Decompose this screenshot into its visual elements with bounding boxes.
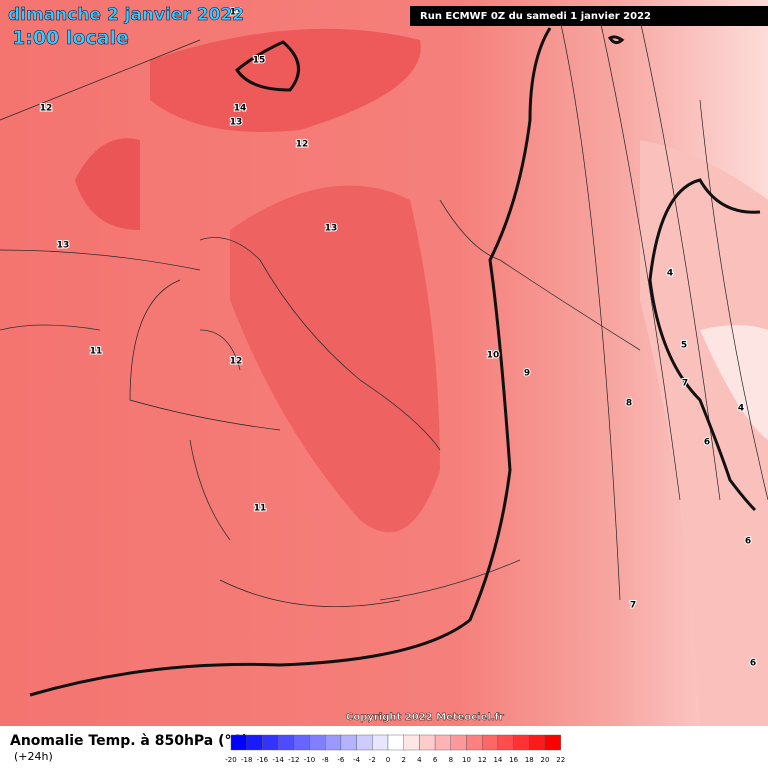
legend-lead: (+24h) [14, 750, 53, 763]
scale-swatch [450, 734, 467, 751]
scale-label: 12 [478, 756, 487, 764]
cool-zone [700, 325, 768, 440]
scale-swatch [246, 734, 263, 751]
color-scale: -20 -18 -16 -14 -12 -10 -8 -6 -4 -2 0 2 4 6 8 10 12 14 16 1… [225, 734, 565, 764]
scale-swatch [387, 734, 404, 751]
scale-swatch [419, 734, 436, 751]
scale-label: 22 [556, 756, 565, 764]
run-banner [410, 6, 768, 26]
thick-isoline [235, 40, 300, 92]
scale-swatch [340, 734, 357, 751]
time-title: 1:00 locale [12, 27, 129, 49]
map-area [0, 0, 768, 726]
scale-label: -16 [257, 756, 269, 764]
contour-label: 13 [230, 118, 243, 128]
scale-label: -8 [322, 756, 329, 764]
warm-zone [75, 138, 140, 230]
scale-label: 2 [401, 756, 405, 764]
scale-swatch [544, 734, 561, 751]
scale-label: -2 [369, 756, 376, 764]
scale-label: 0 [386, 756, 390, 764]
contour-label: 6 [745, 537, 751, 547]
cool-zone [640, 140, 768, 726]
contour-label: 7 [630, 601, 636, 611]
contour-label: 7 [682, 379, 688, 389]
coastline [0, 199, 641, 601]
warm-zone [230, 185, 440, 533]
scale-swatch [262, 734, 279, 751]
contour-label: 13 [230, 8, 243, 18]
contour-label: 5 [681, 341, 687, 351]
contour-label: 8 [626, 399, 632, 409]
scale-label: -20 [225, 756, 236, 764]
contour-label: 14 [234, 104, 247, 114]
contour-label: 12 [230, 357, 243, 367]
scale-swatch [230, 734, 247, 751]
scale-label: 4 [417, 756, 422, 764]
thick-isoline [648, 178, 761, 512]
scale-label: -4 [353, 756, 361, 764]
contour-label: 12 [296, 140, 309, 150]
scale-swatch [497, 734, 514, 751]
scale-label: 6 [433, 756, 438, 764]
scale-label: -18 [241, 756, 252, 764]
isoline [0, 19, 768, 607]
contour-label: 6 [704, 438, 710, 448]
contour-label: 4 [667, 269, 673, 279]
scale-swatch [434, 734, 452, 751]
scale-swatch [482, 734, 499, 751]
scale-swatch [325, 734, 342, 751]
scale-swatch [293, 734, 310, 751]
scale-swatch [309, 734, 326, 751]
scale-swatch [466, 734, 483, 751]
warm-zone [150, 28, 421, 132]
contour-label: 12 [40, 104, 53, 114]
scale-swatch [529, 734, 546, 751]
thick-isoline [607, 35, 625, 45]
scale-label: -10 [304, 756, 315, 764]
scale-swatch [372, 734, 389, 751]
scale-label: -14 [272, 756, 284, 764]
contour-label: 15 [253, 56, 266, 66]
contour-label: 11 [254, 504, 267, 514]
contour-label: 4 [738, 404, 744, 414]
scale-label: -12 [288, 756, 299, 764]
contour-label: 9 [524, 369, 530, 379]
scale-label: 10 [462, 756, 471, 764]
contour-label: 11 [90, 347, 103, 357]
contour-label: 10 [487, 351, 500, 361]
contour-labels: 13 15 14 13 12 12 13 13 11 12 11 10 9 8 7 5 4 6 4 6 7 6 [39, 7, 757, 670]
scale-swatch [513, 734, 530, 751]
run-text: Run ECMWF 0Z du samedi 1 janvier 2022 [420, 11, 651, 22]
legend-title: Anomalie Temp. à 850hPa (°C) [10, 733, 248, 749]
scale-label: 16 [509, 756, 518, 764]
scale-label: -6 [337, 756, 345, 764]
scale-swatch [277, 734, 295, 751]
copyright: Copyright 2022 Meteociel.fr [346, 712, 504, 723]
date-title: dimanche 2 janvier 2022 [8, 5, 244, 25]
scale-label: 18 [525, 756, 534, 764]
scale-swatch [403, 734, 420, 751]
scale-swatch [356, 734, 373, 751]
scale-label: 14 [493, 756, 502, 764]
thick-isoline [29, 27, 552, 697]
contour-label: 6 [750, 659, 756, 669]
scale-label: 20 [541, 756, 550, 764]
scale-label: 8 [449, 756, 453, 764]
contour-label: 13 [57, 241, 70, 251]
contour-label: 13 [325, 224, 338, 234]
